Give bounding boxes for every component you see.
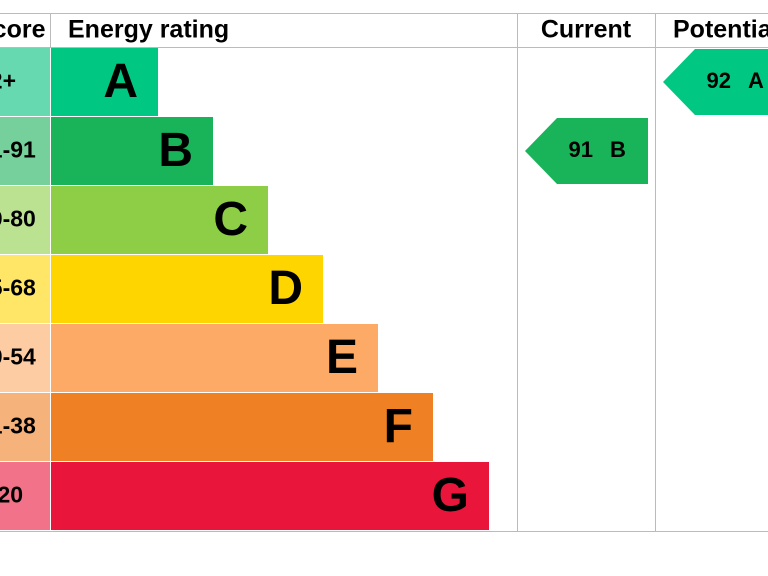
score-header: Score xyxy=(0,16,46,44)
rating-bar xyxy=(51,324,378,392)
rating-letter: A xyxy=(103,55,138,108)
rating-bar xyxy=(51,255,323,323)
current-rating: B xyxy=(610,137,626,162)
score-range: 55-68 xyxy=(0,275,36,301)
score-cell xyxy=(0,255,50,323)
current-header: Current xyxy=(541,16,632,44)
rating-letter: C xyxy=(213,193,248,246)
rating-letter: B xyxy=(158,124,193,177)
rating-header: Energy rating xyxy=(68,16,229,44)
rating-bar xyxy=(51,117,213,185)
rating-bar xyxy=(51,462,489,530)
score-cell xyxy=(0,117,50,185)
rating-letter: D xyxy=(268,262,303,315)
score-cell xyxy=(0,48,50,116)
score-cell xyxy=(0,324,50,392)
score-cell xyxy=(0,462,50,530)
rating-bar xyxy=(51,186,268,254)
current-arrow xyxy=(525,118,648,184)
score-cell xyxy=(0,393,50,461)
potential-score: 92 xyxy=(707,68,731,93)
score-range: 92+ xyxy=(0,68,16,94)
rating-bar xyxy=(51,393,433,461)
score-range: 39-54 xyxy=(0,344,36,370)
score-range: 81-91 xyxy=(0,137,36,163)
potential-arrow xyxy=(663,49,768,115)
potential-rating: A xyxy=(748,68,764,93)
rating-letter: G xyxy=(432,469,469,522)
score-range: 69-80 xyxy=(0,206,36,232)
score-cell xyxy=(0,186,50,254)
potential-header: Potential xyxy=(673,16,768,44)
rating-letter: F xyxy=(384,400,413,453)
rating-letter: E xyxy=(326,331,358,384)
current-score: 91 xyxy=(569,137,593,162)
score-range: 1-20 xyxy=(0,482,23,508)
score-range: 21-38 xyxy=(0,413,36,439)
rating-bar xyxy=(51,48,158,116)
